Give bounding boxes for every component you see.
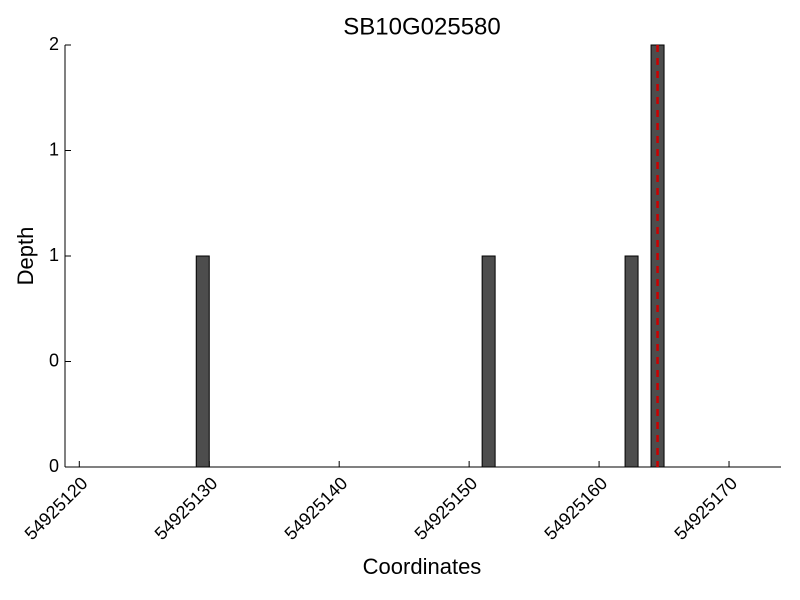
y-tick-label: 1 [49, 139, 59, 159]
chart-title: SB10G025580 [343, 13, 500, 40]
bar [624, 255, 639, 468]
y-tick-label: 0 [49, 350, 59, 370]
x-tick-label: 54925130 [151, 473, 222, 544]
x-tick-label: 54925170 [670, 473, 741, 544]
x-tick-label: 54925150 [411, 473, 482, 544]
y-tick-label: 2 [49, 34, 59, 54]
bar [195, 255, 210, 468]
y-axis-label: Depth [13, 227, 38, 286]
bar [481, 255, 496, 468]
x-tick-label: 54925140 [281, 473, 352, 544]
y-tick-label: 1 [49, 245, 59, 265]
x-tick-label: 54925160 [540, 473, 611, 544]
y-tick-label: 0 [49, 456, 59, 476]
x-axis-label: Coordinates [363, 554, 482, 579]
x-tick-label: 54925120 [21, 473, 92, 544]
